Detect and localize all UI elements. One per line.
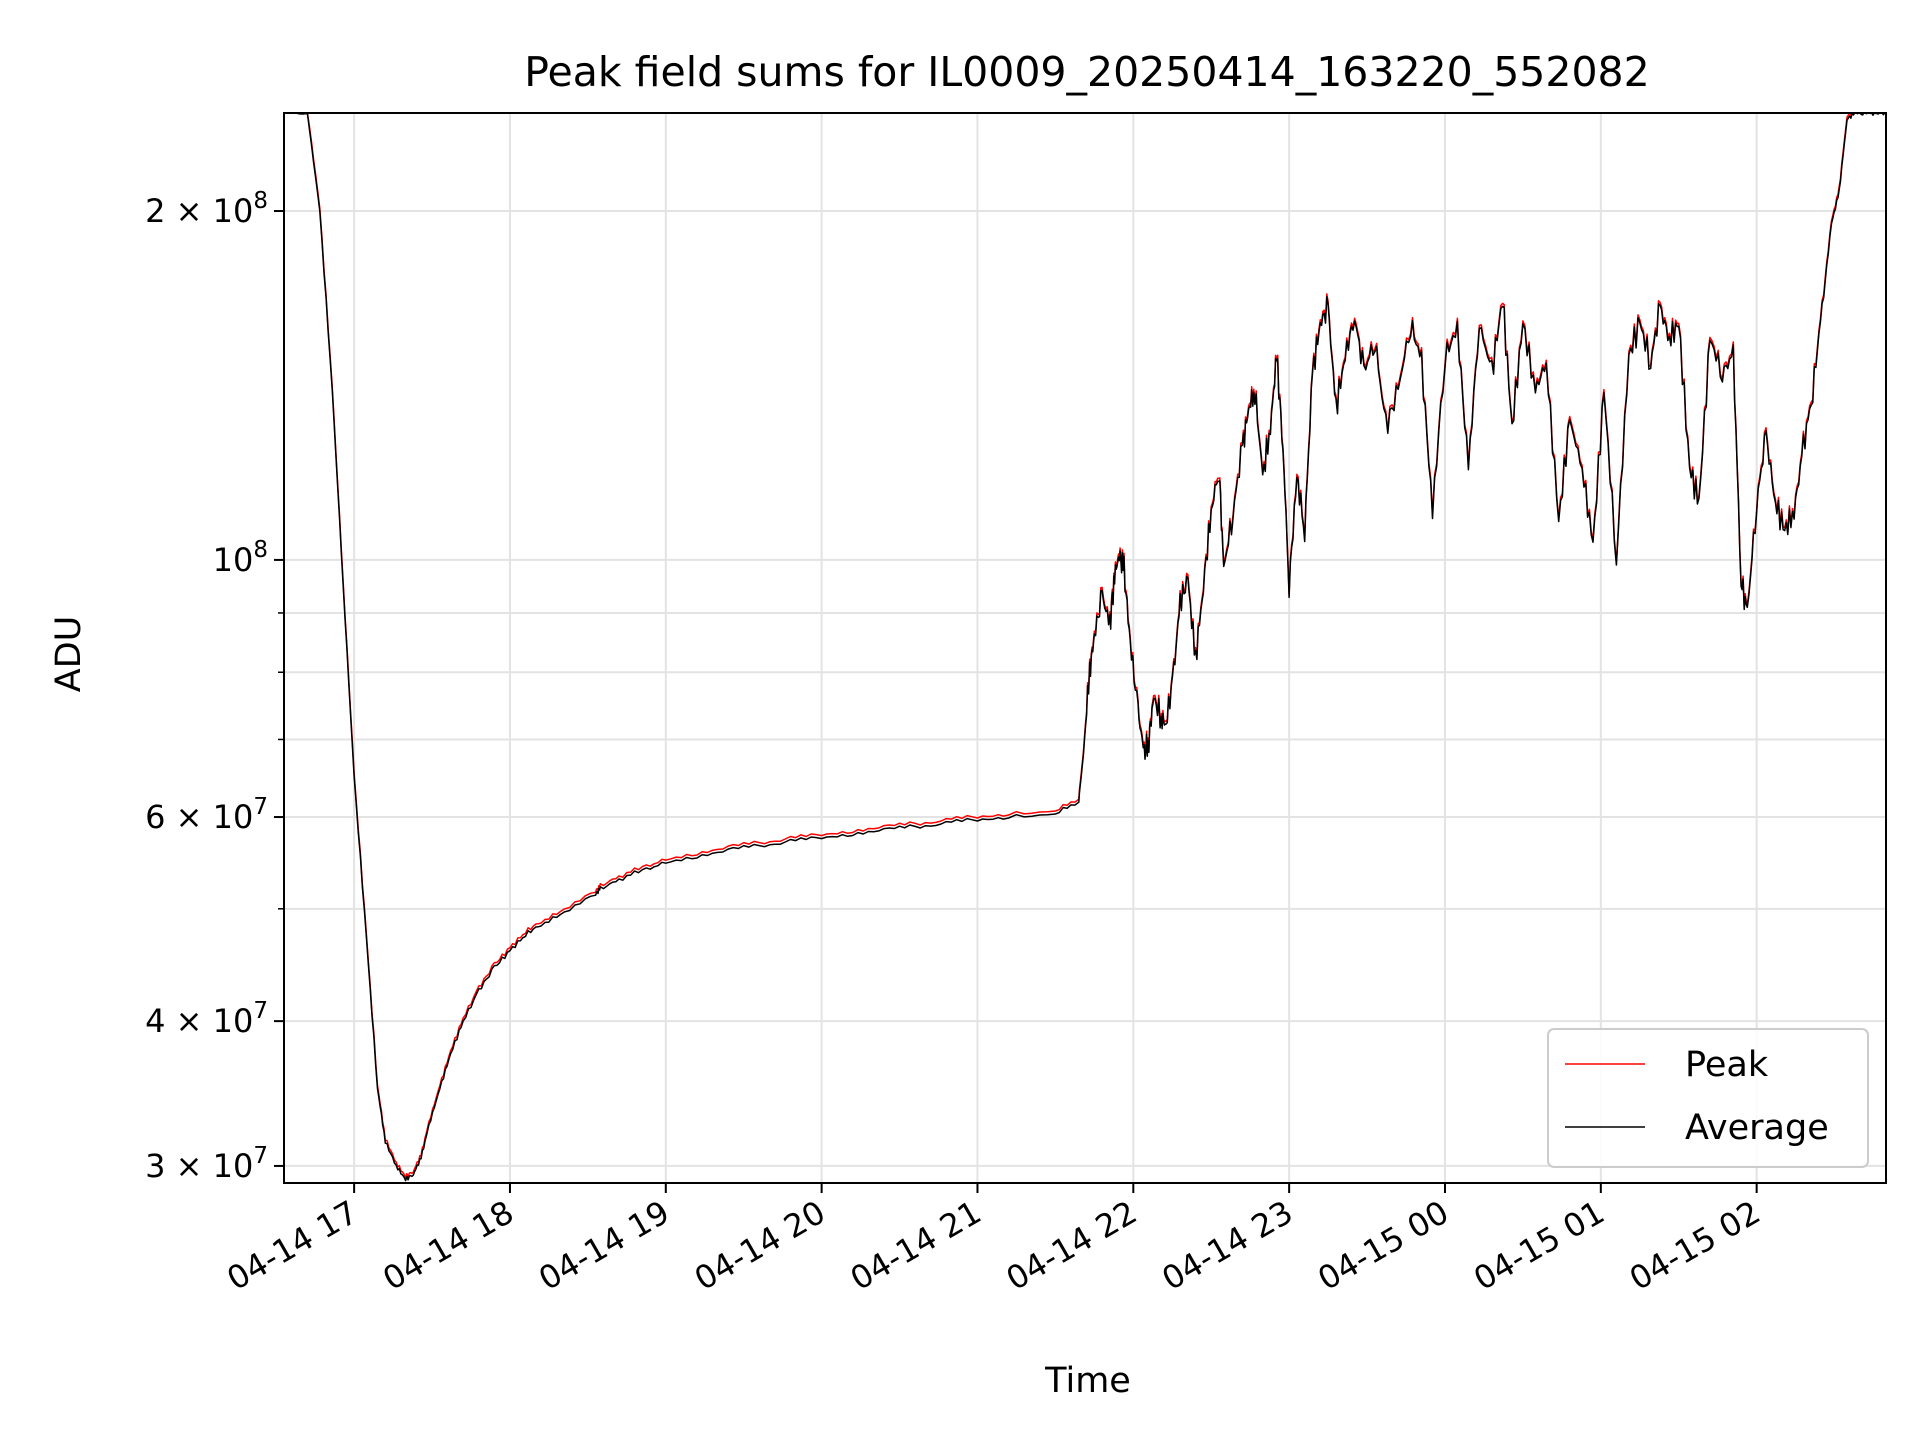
y-tick-label: 108 — [213, 537, 268, 579]
legend-peak-label: Peak — [1685, 1045, 1769, 1085]
y-tick-label: 6 × 107 — [145, 794, 268, 836]
y-tick-label: 2 × 108 — [145, 188, 268, 230]
y-tick-label: 4 × 107 — [145, 998, 268, 1040]
chart-title: Peak field sums for IL0009_20250414_1632… — [524, 48, 1649, 96]
x-gridlines — [353, 113, 1758, 1183]
legend-average-label: Average — [1685, 1108, 1829, 1148]
x-axis-label: Time — [1044, 1361, 1131, 1401]
y-axis-label: ADU — [49, 616, 89, 693]
y-axis-ticks: 3 × 107 4 × 107 6 × 107 108 2 × 108 — [145, 188, 284, 1185]
series-line-average — [283, 112, 1886, 1182]
axes-frame — [283, 112, 1887, 1184]
series-layer — [283, 112, 1886, 1182]
legend: Peak Average — [1547, 1028, 1869, 1168]
y-tick-label: 3 × 107 — [145, 1143, 268, 1185]
